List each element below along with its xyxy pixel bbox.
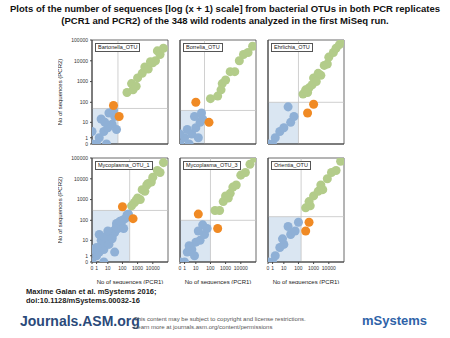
- svg-text:1000: 1000: [220, 265, 231, 271]
- svg-text:100: 100: [80, 217, 89, 223]
- svg-text:100: 100: [206, 265, 215, 271]
- html-text:This content may be subject to: This content may be subject to copyright…: [134, 316, 306, 322]
- svg-text:No of sequences (PCR2): No of sequences (PCR2): [58, 59, 63, 126]
- svg-text:0: 0: [267, 265, 270, 271]
- svg-text:10000: 10000: [74, 58, 88, 64]
- svg-text:10: 10: [193, 265, 199, 271]
- html-text:Learn more at journals.asm.org: Learn more at journals.asm.org/content/p…: [134, 324, 273, 330]
- svg-text:100: 100: [80, 99, 89, 105]
- svg-text:0: 0: [85, 141, 88, 146]
- svg-text:10000: 10000: [74, 176, 88, 182]
- html-text:Ehrlichia_OTU: Ehrlichia_OTU: [274, 44, 310, 50]
- html-text:Mycoplasma_OTU_1: Mycoplasma_OTU_1: [98, 162, 150, 168]
- svg-text:100000: 100000: [71, 156, 88, 161]
- svg-text:No of sequences (PCR1): No of sequences (PCR1): [97, 279, 164, 284]
- svg-text:1: 1: [183, 265, 186, 271]
- svg-text:1000: 1000: [77, 196, 88, 202]
- html-text:Bartonella_OTU: Bartonella_OTU: [98, 44, 138, 50]
- svg-text:10000: 10000: [234, 265, 248, 271]
- svg-text:10000: 10000: [146, 265, 160, 271]
- svg-text:0: 0: [91, 265, 94, 271]
- svg-text:100000: 100000: [71, 38, 88, 43]
- svg-text:100: 100: [118, 265, 127, 271]
- svg-text:10: 10: [105, 265, 111, 271]
- svg-text:1: 1: [95, 265, 98, 271]
- html-text:Maxime Galan et al. mSystems 2: Maxime Galan et al. mSystems 2016;: [26, 287, 157, 296]
- svg-text:0: 0: [85, 259, 88, 265]
- html-text:Orientia_OTU: Orientia_OTU: [274, 162, 308, 168]
- svg-text:1: 1: [271, 265, 274, 271]
- svg-text:10: 10: [82, 119, 88, 125]
- svg-text:10000: 10000: [322, 265, 336, 271]
- html-text:Journals.ASM.org: Journals.ASM.org: [20, 313, 140, 329]
- html-text:Mycoplasma_OTU_3: Mycoplasma_OTU_3: [186, 162, 238, 168]
- svg-text:100: 100: [294, 265, 303, 271]
- html-text:Plots of the number of sequenc: Plots of the number of sequences [log (x…: [10, 3, 440, 26]
- svg-text:No of sequences (PCR1): No of sequences (PCR1): [185, 279, 252, 284]
- html-text:doi:10.1128/mSystems.00032-16: doi:10.1128/mSystems.00032-16: [26, 296, 140, 305]
- svg-text:1: 1: [85, 253, 88, 259]
- svg-text:0: 0: [179, 265, 182, 271]
- svg-text:1: 1: [85, 135, 88, 141]
- svg-text:10: 10: [82, 237, 88, 243]
- svg-text:1000: 1000: [308, 265, 319, 271]
- svg-text:1000: 1000: [132, 265, 143, 271]
- html-text:Borrelia_OTU: Borrelia_OTU: [186, 44, 220, 50]
- html-text:mSystems: mSystems: [362, 313, 427, 328]
- svg-text:10: 10: [281, 265, 287, 271]
- svg-text:No of sequences (PCR2): No of sequences (PCR2): [58, 177, 63, 244]
- svg-text:No of sequences (PCR1): No of sequences (PCR1): [273, 279, 340, 284]
- svg-text:1000: 1000: [77, 78, 88, 84]
